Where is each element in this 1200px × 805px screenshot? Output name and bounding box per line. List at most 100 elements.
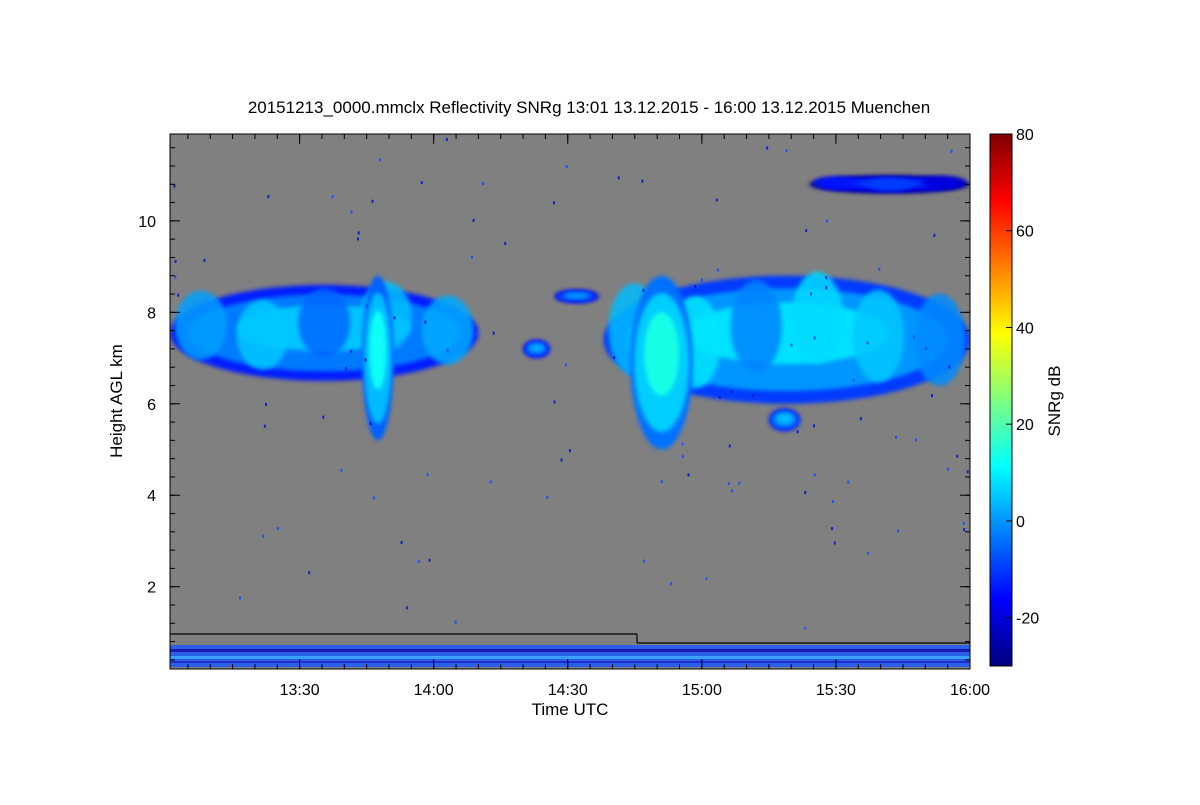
speckle (670, 582, 673, 586)
speckle (400, 541, 403, 545)
speckle (446, 348, 449, 352)
speckle (966, 470, 969, 474)
speckle (956, 454, 959, 458)
speckle (812, 424, 815, 428)
speckle (833, 541, 836, 545)
speckle (426, 473, 429, 477)
speckle (962, 521, 965, 525)
speckle (804, 626, 807, 630)
feature-lobe (236, 300, 289, 370)
speckle (866, 341, 869, 345)
feature-fallstreak-2 (630, 275, 693, 450)
y-tick-label: 6 (147, 397, 156, 414)
colorbar-tick-label: 0 (1016, 514, 1025, 531)
x-axis: 13:30 14:00 14:30 15:00 15:30 16:00 (187, 134, 990, 699)
speckle (925, 347, 928, 351)
colorbar (989, 133, 1013, 667)
speckle (568, 449, 571, 453)
speckle (825, 219, 828, 223)
speckle (847, 480, 850, 484)
speckle (642, 288, 645, 292)
speckle (424, 320, 427, 324)
x-tick-label: 15:00 (682, 682, 722, 699)
y-tick-label: 8 (147, 305, 156, 322)
speckle (613, 356, 616, 360)
speckle (263, 424, 266, 428)
feature-core (528, 343, 544, 353)
speckle (617, 176, 620, 180)
speckle (930, 394, 933, 398)
speckle (716, 268, 719, 272)
plot-frame (169, 133, 971, 670)
speckle (825, 286, 828, 290)
speckle (553, 400, 556, 404)
speckle (482, 181, 485, 185)
feature-core (369, 310, 387, 390)
speckle (859, 417, 862, 421)
feature-small-cell-1 (523, 339, 550, 359)
speckle (813, 473, 816, 477)
speckle (730, 390, 733, 394)
speckle (963, 528, 966, 532)
speckle (913, 335, 916, 339)
speckle (813, 336, 816, 340)
speckle (393, 316, 396, 320)
feature-lobe (867, 178, 913, 192)
colorbar-label: SNRg dB (1045, 366, 1064, 437)
speckle (831, 527, 834, 531)
speckle (810, 292, 813, 296)
speckle (472, 218, 475, 222)
speckle (203, 258, 206, 262)
speckle (804, 491, 807, 495)
colorbar-tick-label: 40 (1016, 320, 1034, 337)
speckle (492, 331, 495, 335)
speckle (357, 231, 360, 235)
speckle (372, 496, 375, 500)
speckle (565, 164, 568, 168)
speckle (950, 149, 953, 153)
feature-lobe (920, 175, 966, 189)
x-tick-label: 15:30 (816, 682, 856, 699)
speckle (895, 435, 898, 439)
y-tick-label: 4 (147, 488, 156, 505)
x-tick-label: 16:00 (950, 682, 990, 699)
speckle (405, 606, 408, 610)
speckle (340, 468, 343, 472)
speckle (173, 184, 176, 188)
feature-core (564, 292, 590, 299)
colorbar-tick-label: 80 (1016, 127, 1034, 144)
feature-fallstreak-1 (362, 275, 394, 441)
speckle (564, 363, 567, 367)
speckle (267, 195, 270, 199)
x-tick-label: 14:00 (414, 682, 454, 699)
colorbar-axis: 80 60 40 20 0 -20 (1006, 127, 1039, 628)
speckle (552, 201, 555, 205)
feature-small-cell-2 (554, 289, 600, 304)
noise-speckles (173, 137, 969, 630)
x-tick-label: 13:30 (280, 682, 320, 699)
speckle (681, 442, 684, 446)
feature-lobe (791, 271, 843, 364)
speckle (276, 527, 279, 531)
speckle (331, 195, 334, 199)
speckle (357, 237, 360, 241)
feature-small-cell-3 (768, 408, 801, 432)
feature-lobe (813, 176, 859, 190)
plot-background (170, 134, 970, 669)
speckle (790, 343, 793, 347)
speckle (174, 275, 177, 279)
speckle (264, 402, 267, 406)
speckle (454, 620, 457, 624)
x-tick-label: 14:30 (548, 682, 588, 699)
speckle (867, 551, 870, 555)
speckle (641, 179, 644, 183)
speckle (933, 233, 936, 237)
colorbar-tick-label: 60 (1016, 224, 1034, 241)
feature-lobe (852, 289, 905, 382)
colorbar-tick-label: 20 (1016, 417, 1034, 434)
speckle (727, 482, 730, 486)
speckle (660, 480, 663, 484)
speckle (805, 229, 808, 233)
speckle (705, 577, 708, 581)
